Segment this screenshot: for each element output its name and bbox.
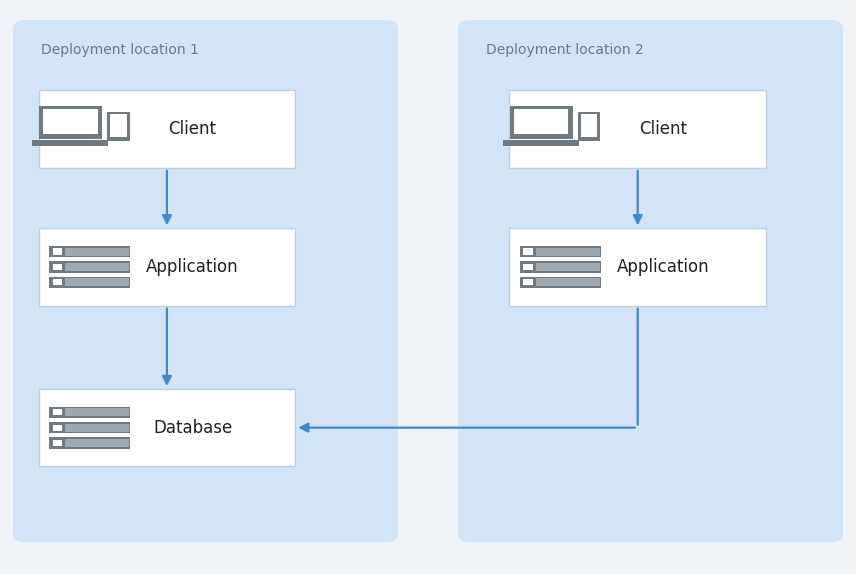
FancyBboxPatch shape <box>503 140 579 146</box>
FancyBboxPatch shape <box>53 409 62 416</box>
Text: Application: Application <box>146 258 239 276</box>
FancyBboxPatch shape <box>53 279 62 285</box>
Text: Client: Client <box>169 120 217 138</box>
FancyBboxPatch shape <box>65 439 128 447</box>
FancyBboxPatch shape <box>50 246 130 257</box>
FancyBboxPatch shape <box>107 113 129 141</box>
FancyBboxPatch shape <box>110 114 127 137</box>
Text: Application: Application <box>617 258 710 276</box>
FancyBboxPatch shape <box>50 422 130 433</box>
FancyBboxPatch shape <box>50 261 130 273</box>
FancyBboxPatch shape <box>39 90 295 168</box>
FancyBboxPatch shape <box>65 278 128 286</box>
FancyBboxPatch shape <box>520 261 601 273</box>
FancyBboxPatch shape <box>524 279 532 285</box>
FancyBboxPatch shape <box>580 114 597 137</box>
FancyBboxPatch shape <box>536 278 599 286</box>
FancyBboxPatch shape <box>53 264 62 270</box>
FancyBboxPatch shape <box>43 109 98 134</box>
FancyBboxPatch shape <box>520 277 601 288</box>
FancyBboxPatch shape <box>509 106 573 139</box>
FancyBboxPatch shape <box>39 389 295 466</box>
FancyBboxPatch shape <box>50 406 130 418</box>
FancyBboxPatch shape <box>509 228 766 305</box>
FancyBboxPatch shape <box>50 437 130 449</box>
FancyBboxPatch shape <box>65 424 128 432</box>
FancyBboxPatch shape <box>514 109 568 134</box>
FancyBboxPatch shape <box>524 249 532 255</box>
FancyBboxPatch shape <box>53 425 62 430</box>
FancyBboxPatch shape <box>458 20 843 542</box>
FancyBboxPatch shape <box>39 106 102 139</box>
FancyBboxPatch shape <box>53 440 62 446</box>
FancyBboxPatch shape <box>33 140 108 146</box>
FancyBboxPatch shape <box>65 247 128 255</box>
Text: Client: Client <box>639 120 687 138</box>
FancyBboxPatch shape <box>536 263 599 271</box>
FancyBboxPatch shape <box>509 90 766 168</box>
Text: Deployment location 2: Deployment location 2 <box>486 43 644 57</box>
FancyBboxPatch shape <box>13 20 398 542</box>
FancyBboxPatch shape <box>536 247 599 255</box>
FancyBboxPatch shape <box>520 246 601 257</box>
FancyBboxPatch shape <box>50 277 130 288</box>
FancyBboxPatch shape <box>578 113 600 141</box>
FancyBboxPatch shape <box>39 228 295 305</box>
FancyBboxPatch shape <box>524 264 532 270</box>
FancyBboxPatch shape <box>53 249 62 255</box>
Text: Deployment location 1: Deployment location 1 <box>41 43 199 57</box>
Text: Database: Database <box>153 418 232 437</box>
FancyBboxPatch shape <box>65 408 128 416</box>
FancyBboxPatch shape <box>65 263 128 271</box>
